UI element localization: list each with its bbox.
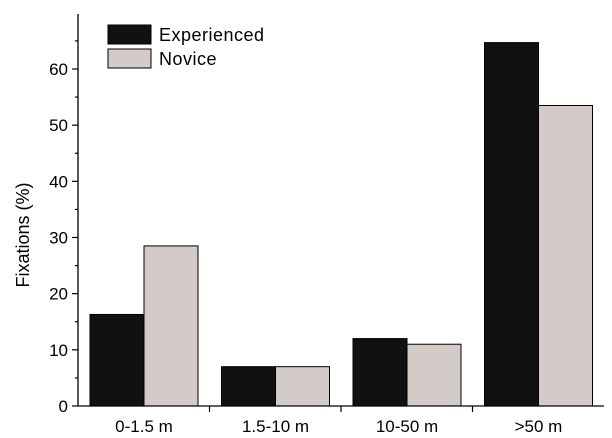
y-tick-label: 0	[59, 397, 68, 416]
bar-novice-1	[275, 366, 330, 407]
bar-experienced-1	[221, 366, 276, 407]
x-ticks: 0-1.5 m 1.5-10 m 10-50 m >50 m	[115, 406, 562, 436]
bar-novice-3	[538, 105, 593, 407]
x-tick-label: >50 m	[515, 417, 563, 436]
bar-experienced-0	[89, 313, 145, 407]
x-tick-label: 1.5-10 m	[242, 417, 309, 436]
y-ticks: 0 10 20 30 40 50 60	[49, 40, 78, 416]
bar-novice-2	[406, 343, 462, 407]
bars-layer	[89, 42, 593, 407]
legend-swatch-experienced	[107, 24, 152, 45]
y-tick-label: 20	[49, 285, 68, 304]
y-tick-label: 50	[49, 116, 68, 135]
legend: Experienced Novice	[107, 24, 265, 69]
y-axis-title: Fixations (%)	[13, 182, 33, 287]
bar-experienced-3	[484, 42, 539, 407]
y-tick-label: 60	[49, 60, 68, 79]
y-tick-label: 40	[49, 172, 68, 191]
y-tick-label: 30	[49, 229, 68, 248]
x-tick-label: 10-50 m	[376, 417, 438, 436]
legend-label-experienced: Experienced	[159, 25, 265, 45]
legend-label-novice: Novice	[159, 49, 217, 69]
x-tick-label: 0-1.5 m	[115, 417, 173, 436]
bar-experienced-2	[352, 338, 408, 407]
legend-swatch-novice	[107, 48, 152, 69]
bar-novice-0	[143, 245, 199, 407]
y-tick-label: 10	[49, 341, 68, 360]
